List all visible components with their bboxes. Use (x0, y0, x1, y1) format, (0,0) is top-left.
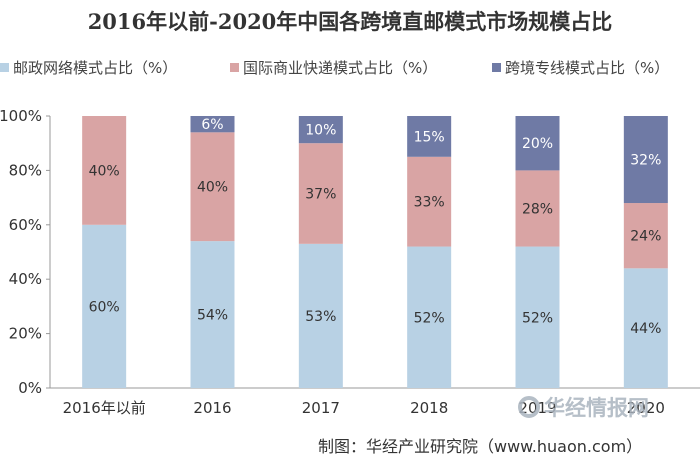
legend-swatch-dedicated (492, 63, 501, 72)
bar-segment (515, 170, 560, 247)
y-tick-label: 100% (0, 107, 42, 125)
data-label: 24% (630, 229, 661, 245)
data-label: 44% (630, 321, 661, 337)
x-tick-label: 2018 (410, 399, 448, 417)
legend-item-express: 国际商业快递模式占比（%） (230, 57, 437, 78)
data-label: 40% (89, 163, 120, 179)
legend-swatch-postal (0, 63, 9, 72)
data-label: 20% (522, 136, 553, 152)
data-label: 32% (630, 153, 661, 169)
bar-segment (298, 143, 343, 244)
legend-swatch-express (230, 63, 239, 72)
data-label: 15% (414, 129, 445, 145)
bar-segment (407, 246, 452, 388)
x-tick-label: 2016年以前 (63, 399, 146, 417)
data-label: 53% (305, 309, 336, 325)
x-tick-label: 2017 (302, 399, 340, 417)
data-label: 40% (197, 180, 228, 196)
legend-item-dedicated: 跨境专线模式占比（%） (492, 57, 669, 78)
x-tick-label: 2020 (627, 399, 665, 417)
y-tick-label: 80% (9, 161, 42, 179)
bar-segment (190, 241, 235, 388)
chart-title: 2016年以前-2020年中国各跨境直邮模式市场规模占比 (87, 9, 613, 34)
watermark-logo-icon (518, 396, 540, 418)
bar-segment (407, 156, 452, 247)
source-note: 制图：华经产业研究院（www.huaon.com） (318, 437, 643, 456)
y-tick-label: 40% (9, 270, 42, 288)
bar-segment (407, 116, 452, 157)
legend-label-dedicated: 跨境专线模式占比（%） (505, 59, 670, 77)
bar-segment (82, 116, 127, 225)
bar-segment (623, 203, 668, 269)
chart-legend: 邮政网络模式占比（%） 国际商业快递模式占比（%） 跨境专线模式占比（%） (0, 57, 700, 81)
watermark-label: 华经情报网 (544, 396, 649, 420)
bar-segment (190, 132, 235, 242)
data-label: 33% (414, 195, 445, 211)
data-label: 28% (522, 201, 553, 217)
y-tick-label: 60% (9, 216, 42, 234)
bar-segment (623, 116, 668, 204)
y-tick-label: 20% (9, 325, 42, 343)
bar-segment (298, 116, 343, 144)
data-label: 52% (522, 310, 553, 326)
bar-segment (623, 268, 668, 388)
legend-item-postal: 邮政网络模式占比（%） (0, 57, 177, 78)
watermark: 华经情报网 (518, 392, 649, 422)
data-label: 6% (201, 117, 223, 133)
bar-segment (298, 243, 343, 388)
bar-segment (515, 116, 560, 171)
data-label: 54% (197, 308, 228, 324)
data-label: 60% (89, 299, 120, 315)
bar-segment (82, 224, 127, 388)
data-label: 10% (305, 123, 336, 139)
data-label: 37% (305, 187, 336, 203)
data-label: 52% (414, 310, 445, 326)
bar-segment (190, 116, 235, 133)
legend-label-express: 国际商业快递模式占比（%） (243, 59, 438, 77)
legend-label-postal: 邮政网络模式占比（%） (13, 59, 178, 77)
y-tick-label: 0% (18, 379, 42, 397)
bar-segment (515, 246, 560, 388)
x-tick-label: 2016 (193, 399, 231, 417)
